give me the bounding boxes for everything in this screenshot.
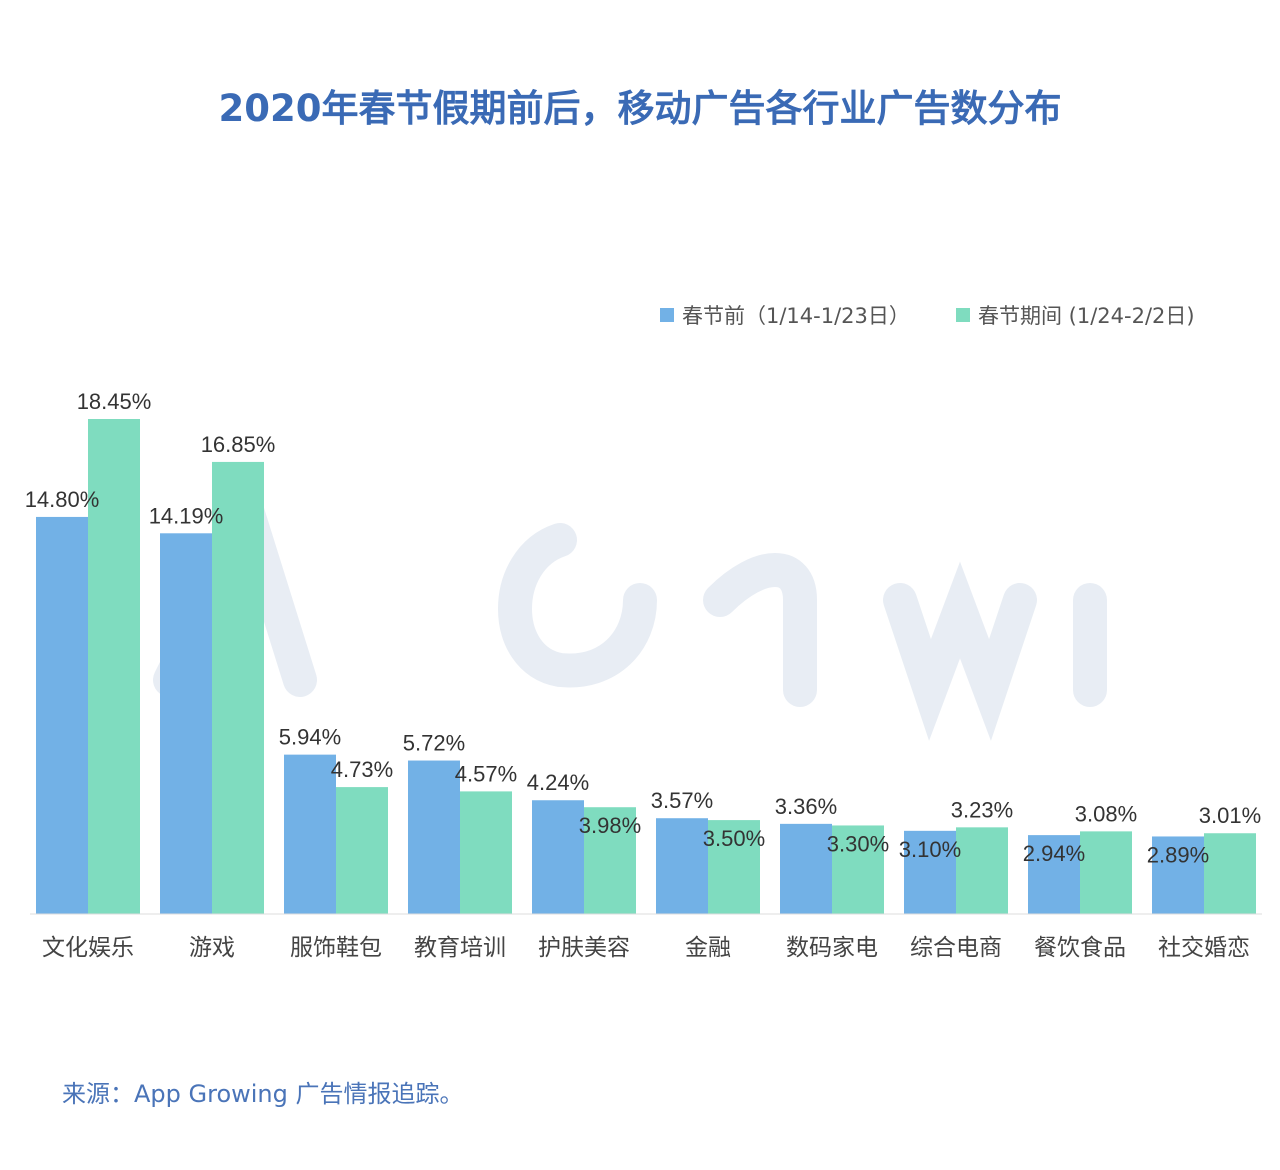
category-label: 餐饮食品 <box>1034 935 1126 961</box>
bar-during-7 <box>956 827 1008 914</box>
bar-before-0 <box>36 516 88 914</box>
source-note: 来源：App Growing 广告情报追踪。 <box>62 1080 464 1108</box>
data-label: 5.72% <box>403 731 465 756</box>
chart-title: 2020年春节假期前后，移动广告各行业广告数分布 <box>218 87 1062 130</box>
legend-swatch <box>956 308 970 322</box>
bar-before-2 <box>284 754 336 914</box>
category-label: 护肤美容 <box>538 935 630 961</box>
bar-before-3 <box>408 760 460 914</box>
data-label: 3.57% <box>651 788 713 813</box>
bar-during-4 <box>584 807 636 914</box>
bar-during-3 <box>460 791 512 914</box>
category-label: 金融 <box>685 935 731 961</box>
data-label: 16.85% <box>201 432 276 457</box>
category-label: 数码家电 <box>786 935 878 961</box>
bar-before-5 <box>656 818 708 914</box>
data-label: 4.24% <box>527 770 589 795</box>
data-label: 3.36% <box>775 794 837 819</box>
bar-during-1 <box>212 461 264 914</box>
data-label: 4.57% <box>455 761 517 786</box>
data-label: 3.08% <box>1075 801 1137 826</box>
data-label: 3.98% <box>579 813 641 838</box>
bar-during-2 <box>336 787 388 914</box>
bars: 文化娱乐 游戏 服饰鞋包 教育培训 护肤美容 金融 数码家电 综合电商 餐饮食品 社交婚恋 18.4… <box>25 389 1262 961</box>
category-label: 社交婚恋 <box>1158 935 1250 961</box>
data-label: 14.80% <box>25 487 100 512</box>
bar-during-8 <box>1080 831 1132 914</box>
category-label: 教育培训 <box>414 935 506 961</box>
watermark-logo <box>153 474 1107 741</box>
legend: 春节前（1/14-1/23日） 春节期间 (1/24-2/2日) <box>660 304 1195 328</box>
bar-before-8 <box>1028 835 1080 914</box>
bar-before-6 <box>780 823 832 914</box>
data-label: 5.94% <box>279 725 341 750</box>
bar-during-9 <box>1204 833 1256 914</box>
data-label: 2.89% <box>1147 842 1209 867</box>
data-label: 14.19% <box>149 503 224 528</box>
category-label: 文化娱乐 <box>42 935 134 961</box>
category-label: 综合电商 <box>910 935 1002 961</box>
data-label: 3.30% <box>827 831 889 856</box>
legend-label: 春节前（1/14-1/23日） <box>682 304 910 328</box>
data-label: 3.10% <box>899 837 961 862</box>
legend-label: 春节期间 (1/24-2/2日) <box>978 304 1195 328</box>
bar-during-5 <box>708 820 760 914</box>
data-label: 2.94% <box>1023 841 1085 866</box>
data-label: 3.23% <box>951 797 1013 822</box>
bar-during-0 <box>88 419 140 914</box>
category-label: 游戏 <box>189 935 235 961</box>
data-label: 3.50% <box>703 826 765 851</box>
category-label: 服饰鞋包 <box>290 935 382 961</box>
bar-before-9 <box>1152 836 1204 914</box>
bar-before-1 <box>160 533 212 914</box>
data-label: 18.45% <box>77 389 152 414</box>
bar-before-7 <box>904 830 956 914</box>
data-label: 4.73% <box>331 757 393 782</box>
bar-before-4 <box>532 800 584 914</box>
data-label: 3.01% <box>1199 803 1261 828</box>
bar-during-6 <box>832 825 884 914</box>
legend-swatch <box>660 308 674 322</box>
